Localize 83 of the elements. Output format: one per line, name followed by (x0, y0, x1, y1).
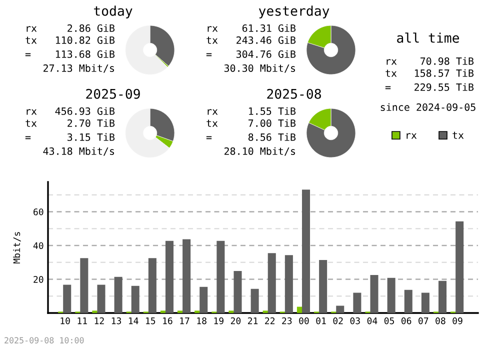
text: 30.30 Mbit/s (224, 64, 296, 73)
text: = 8.56 TiB (206, 133, 296, 141)
x-tick-label: 10 (60, 317, 70, 324)
bar (80, 258, 88, 313)
bar (63, 284, 72, 313)
x-tick-label: 16 (163, 317, 172, 324)
text: tx 2.70 TiB (26, 119, 115, 127)
x-tick-label: 18 (197, 317, 206, 324)
x-tick-label: 17 (180, 317, 190, 324)
x-tick-label: 07 (418, 317, 428, 324)
x-tick-label: 04 (367, 317, 378, 324)
bar (250, 288, 259, 313)
bar (353, 292, 362, 313)
chart-title: 2025-08 (267, 88, 321, 99)
bar (336, 306, 344, 313)
text: = 3.15 TiB (25, 133, 115, 141)
bar (456, 221, 464, 313)
bar (97, 284, 106, 313)
x-tick-label: 03 (350, 317, 360, 324)
bar (268, 253, 276, 313)
bar (296, 306, 302, 313)
chart-title: yesterday (258, 6, 330, 18)
bar (182, 239, 191, 313)
bar (404, 290, 412, 313)
x-tick-label: 05 (384, 317, 394, 324)
text: rx 456.93 GiB (26, 107, 115, 115)
x-tick-label: 15 (146, 317, 156, 324)
bar (234, 270, 242, 313)
text: rx 1.55 TiB (208, 107, 296, 115)
bar (302, 190, 310, 313)
bar (438, 280, 447, 313)
x-tick-label: 14 (128, 317, 138, 324)
x-tick-label: 01 (316, 317, 326, 324)
text: 27.13 Mbit/s (44, 64, 114, 73)
donut-slice (306, 25, 356, 75)
bar (370, 275, 378, 313)
text: all time (397, 32, 459, 43)
text: = 113.68 GiB (25, 50, 115, 58)
text: = 304.76 GiB (206, 50, 296, 58)
x-tick-label: 06 (401, 317, 412, 324)
text: 43.18 Mbit/s (43, 147, 114, 156)
x-tick-label: 00 (299, 317, 309, 324)
bar (421, 292, 430, 313)
bar (200, 286, 208, 313)
text: tx 7.00 TiB (206, 119, 296, 127)
y-tick-label: 60 (34, 208, 44, 216)
bar (165, 240, 174, 313)
y-tick-label: 20 (34, 276, 44, 283)
text: tx 110.82 GiB (26, 36, 115, 44)
chart-title: 2025-09 (86, 88, 140, 99)
x-tick-label: 08 (436, 317, 446, 324)
legend-label: tx (452, 132, 464, 139)
x-tick-label: 21 (248, 317, 258, 324)
donut-slice (306, 108, 356, 158)
text: tx 243.46 GiB (206, 36, 296, 44)
legend-label: rx (406, 133, 417, 139)
x-tick-label: 22 (265, 317, 274, 324)
bar (319, 260, 328, 313)
text: = 229.55 TiB (385, 83, 474, 91)
text: tx 158.57 TiB (386, 69, 474, 77)
bar (131, 286, 140, 313)
x-tick-label: 11 (78, 317, 87, 324)
x-tick-label: 23 (282, 317, 292, 324)
x-tick-label: 09 (452, 317, 462, 324)
y-tick-label: 40 (33, 242, 44, 250)
bar (216, 240, 225, 313)
x-tick-label: 13 (112, 317, 122, 324)
x-tick-label: 19 (214, 317, 224, 324)
text: rx 2.86 GiB (26, 24, 115, 32)
x-tick-label: 20 (230, 317, 241, 324)
bar (284, 255, 293, 313)
bar (148, 258, 156, 313)
text: 28.10 Mbit/s (224, 147, 296, 156)
text: 2025-09-08 10:00 (4, 337, 84, 344)
y-axis-title: Mbit/s (13, 232, 21, 264)
x-tick-label: 02 (333, 317, 343, 324)
bar (114, 276, 122, 313)
chart-title: today (94, 6, 132, 18)
x-tick-label: 12 (94, 317, 104, 324)
text: rx 70.98 TiB (386, 57, 474, 65)
text: since 2024-09-05 (380, 103, 476, 111)
bar (387, 278, 396, 313)
text: rx 61.31 GiB (208, 24, 296, 32)
